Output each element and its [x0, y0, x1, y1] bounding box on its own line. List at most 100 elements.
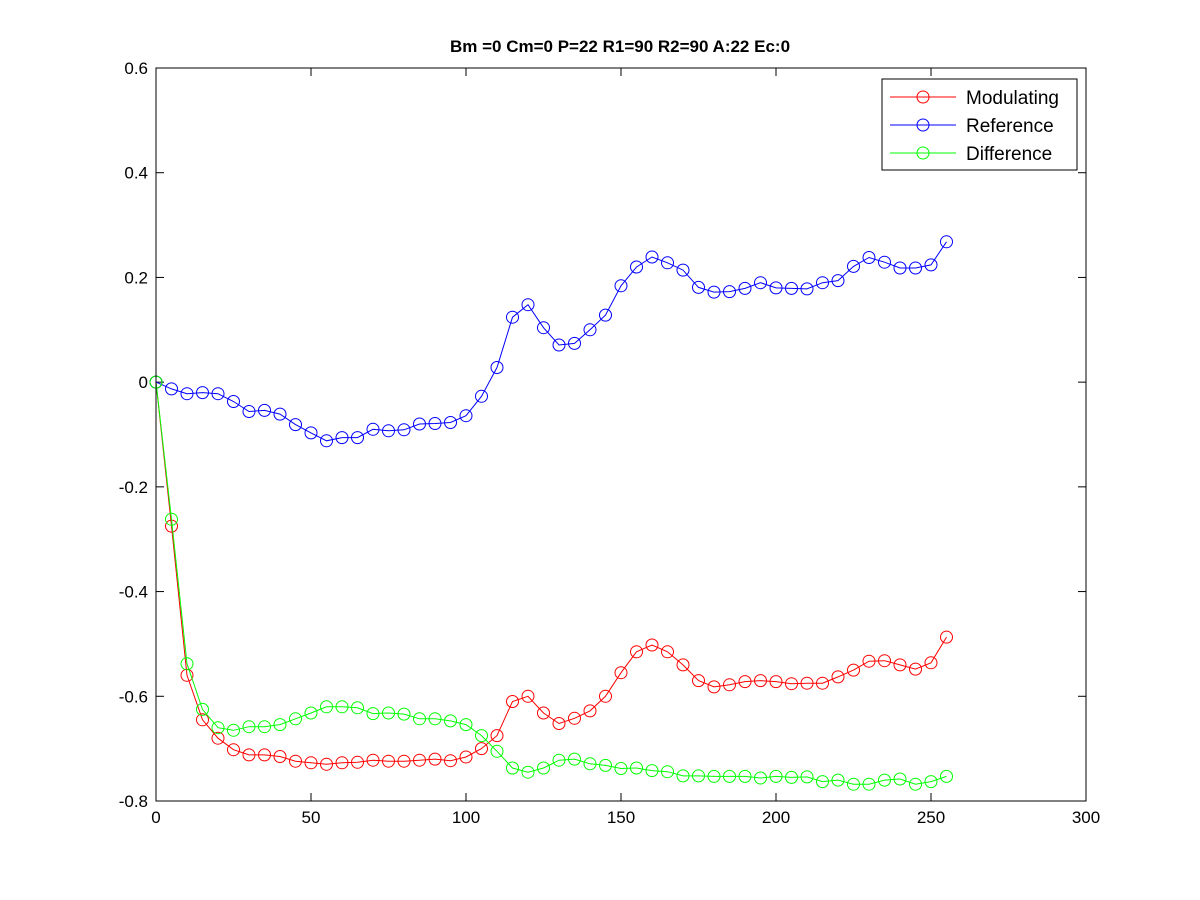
- data-point-modulating: [676, 658, 690, 672]
- series-reference: [149, 235, 953, 448]
- data-point-modulating: [366, 753, 380, 767]
- data-point-difference: [211, 721, 225, 735]
- data-point-difference: [475, 729, 488, 743]
- data-point-difference: [227, 723, 240, 737]
- data-point-modulating: [723, 678, 736, 692]
- data-point-difference: [242, 720, 256, 734]
- data-point-difference: [614, 762, 628, 775]
- x-tick-label: 200: [762, 808, 790, 827]
- data-point-modulating: [351, 755, 364, 769]
- data-point-reference: [893, 261, 907, 275]
- legend-item-difference: Difference: [890, 144, 1052, 165]
- data-point-difference: [785, 770, 798, 784]
- data-point-reference: [831, 274, 845, 288]
- data-point-modulating: [630, 645, 643, 659]
- data-point-difference: [568, 752, 581, 766]
- series-line-reference: [155, 241, 947, 442]
- data-point-reference: [599, 308, 612, 322]
- data-point-modulating: [754, 674, 767, 688]
- data-point-difference: [304, 706, 318, 720]
- data-point-difference: [645, 764, 659, 778]
- data-point-modulating: [893, 658, 907, 672]
- data-point-modulating: [196, 713, 209, 727]
- data-point-reference: [645, 250, 659, 264]
- data-point-reference: [211, 387, 225, 401]
- axis-ticks: 0 50 100 150 200 250 300 0.6 0.4 0.2 0 -0.2 -0.4 -0.6…: [119, 59, 1100, 827]
- data-point-difference: [413, 712, 426, 726]
- data-point-difference: [909, 777, 922, 791]
- data-point-difference: [382, 706, 395, 720]
- data-point-reference: [304, 426, 318, 440]
- data-point-difference: [800, 770, 814, 784]
- data-point-modulating: [738, 675, 752, 689]
- y-tick-label: -0.4: [119, 583, 148, 602]
- x-tick-label: 150: [607, 808, 635, 827]
- data-point-modulating: [599, 689, 612, 703]
- data-point-reference: [692, 280, 705, 294]
- data-point-reference: [351, 431, 364, 445]
- y-tick-label: 0.6: [124, 59, 148, 78]
- data-point-difference: [459, 718, 473, 732]
- data-point-reference: [165, 382, 178, 396]
- data-point-modulating: [490, 729, 504, 743]
- legend-label: Difference: [966, 144, 1052, 165]
- data-point-reference: [521, 298, 535, 312]
- data-point-difference: [707, 769, 721, 783]
- data-point-reference: [413, 417, 426, 431]
- data-point-modulating: [537, 706, 550, 720]
- y-tick-label: -0.2: [119, 478, 148, 497]
- data-point-modulating: [289, 754, 302, 768]
- data-point-reference: [568, 336, 581, 350]
- data-point-difference: [444, 714, 457, 728]
- data-point-difference: [196, 702, 209, 716]
- data-point-modulating: [785, 677, 798, 691]
- data-point-difference: [366, 707, 380, 721]
- chart-title: Bm =0 Cm=0 P=22 R1=90 R2=90 A:22 Ec:0: [450, 37, 790, 56]
- data-point-modulating: [924, 656, 938, 670]
- data-point-difference: [692, 769, 705, 783]
- legend: Modulating Reference Difference: [881, 78, 1078, 171]
- data-point-modulating: [816, 676, 829, 690]
- data-point-reference: [506, 310, 519, 324]
- data-point-modulating: [382, 754, 395, 768]
- data-point-modulating: [862, 654, 876, 668]
- data-point-reference: [878, 255, 891, 269]
- data-point-modulating: [258, 748, 271, 762]
- y-tick-label: -0.8: [119, 792, 148, 811]
- data-point-modulating: [878, 654, 891, 668]
- data-point-modulating: [335, 756, 349, 770]
- data-point-difference: [769, 769, 783, 783]
- data-point-difference: [924, 775, 938, 789]
- data-point-modulating: [459, 750, 473, 764]
- data-point-modulating: [273, 750, 287, 763]
- data-point-modulating: [614, 666, 628, 680]
- data-point-reference: [289, 418, 302, 432]
- y-tick-label: 0.2: [124, 268, 148, 287]
- legend-label: Reference: [966, 116, 1054, 137]
- data-point-reference: [940, 235, 953, 249]
- plot-frame: [155, 67, 1087, 802]
- data-point-difference: [289, 712, 302, 726]
- data-point-modulating: [940, 630, 953, 644]
- y-tick-label: 0.4: [124, 164, 148, 183]
- x-tick-label: 300: [1072, 808, 1100, 827]
- legend-marker: [916, 146, 930, 160]
- data-point-difference: [335, 700, 349, 714]
- data-point-reference: [397, 423, 411, 437]
- data-point-reference: [196, 386, 209, 400]
- series-difference: [149, 375, 953, 791]
- data-point-difference: [940, 769, 953, 783]
- data-point-difference: [661, 765, 674, 779]
- data-point-difference: [847, 777, 860, 791]
- data-point-difference: [537, 761, 550, 775]
- data-point-reference: [537, 321, 550, 335]
- data-point-reference: [816, 276, 829, 290]
- data-point-reference: [676, 263, 690, 277]
- data-point-reference: [583, 323, 597, 337]
- data-point-reference: [552, 338, 566, 352]
- series-modulating: [149, 375, 953, 771]
- data-point-modulating: [521, 689, 535, 703]
- x-tick-label: 50: [302, 808, 321, 827]
- data-point-difference: [738, 769, 752, 783]
